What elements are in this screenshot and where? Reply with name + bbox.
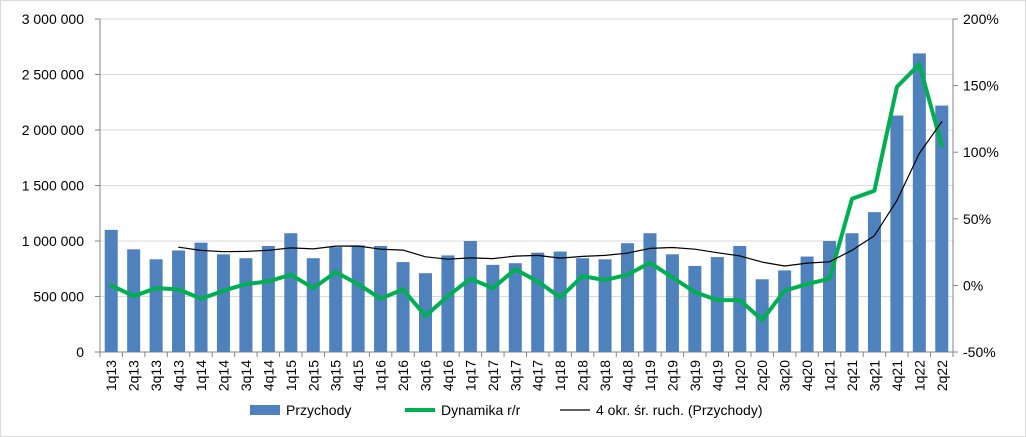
bar-przychody [351,245,365,352]
bar-przychody [553,251,567,352]
x-tick-label: 2q22 [934,360,950,391]
bar-przychody [643,233,657,352]
bar-przychody [576,258,590,352]
bar-przychody [867,212,881,352]
x-tick-label: 1q13 [103,360,119,391]
y-left-tick-label: 2 500 000 [22,67,84,83]
x-tick-label: 2q19 [664,360,680,391]
x-tick-label: 1q16 [373,360,389,391]
bar-przychody [621,243,635,352]
x-tick-label: 1q22 [911,360,927,391]
bar-series [104,53,949,352]
x-tick-label: 2q15 [305,360,321,391]
bar-przychody [441,255,455,352]
bar-przychody [531,252,545,352]
x-tick-label: 2q14 [215,360,231,391]
bar-przychody [710,257,724,352]
y-right-tick-label: -50% [963,344,996,360]
x-tick-label: 1q15 [283,360,299,391]
bar-przychody [306,258,320,352]
bar-przychody [912,53,926,352]
x-tick-label: 2q16 [395,360,411,391]
line-series [109,62,944,322]
x-tick-label: 2q20 [754,360,770,391]
x-tick-label: 4q16 [440,360,456,391]
y-left-tick-label: 1 000 000 [22,233,84,249]
y-left-tick-label: 3 000 000 [22,11,84,27]
y-right-tick-label: 50% [963,211,991,227]
x-tick-label: 4q18 [620,360,636,391]
bar-przychody [396,262,410,352]
bar-przychody [149,259,163,352]
bar-przychody [329,247,343,352]
legend-label: 4 okr. śr. ruch. (Przychody) [596,402,763,418]
x-tick-label: 1q14 [193,360,209,391]
bar-przychody [127,249,141,352]
x-tick-label: 3q13 [148,360,164,391]
x-tick-label: 1q21 [822,360,838,391]
bar-przychody [935,105,949,352]
x-tick-label: 3q17 [507,360,523,391]
x-tick-label: 3q15 [328,360,344,391]
bar-przychody [688,265,702,352]
bar-przychody [508,263,522,352]
legend-label: Dynamika r/r [441,402,521,418]
x-tick-label: 1q20 [732,360,748,391]
x-tick-label: 4q20 [799,360,815,391]
x-tick-label: 2q18 [575,360,591,391]
y-axis-left: 0 500 000 1 000 000 1 500 000 2 000 000 2 500… [22,11,85,360]
x-tick-label: 4q13 [171,360,187,391]
x-tick-label: 3q21 [866,360,882,391]
x-tick-label: 1q18 [552,360,568,391]
bar-przychody [418,273,432,352]
bar-przychody [778,270,792,352]
bar-przychody [104,229,118,352]
bar-przychody [800,256,814,352]
y-left-tick-label: 0 [76,344,84,360]
legend-swatch-przychody [250,405,280,415]
y-right-tick-label: 150% [963,78,999,94]
x-tick-label: 1q19 [642,360,658,391]
y-right-tick-label: 200% [963,11,999,27]
bar-przychody [463,241,477,352]
bar-przychody [284,233,298,352]
bar-przychody [239,258,253,352]
line-moving-average [178,121,943,267]
x-tick-label: 4q19 [709,360,725,391]
bar-przychody [665,254,679,352]
x-tick-label: 3q14 [238,360,254,391]
bar-przychody [598,259,612,352]
bar-przychody [890,115,904,352]
bar-przychody [216,254,230,352]
x-tick-label: 2q21 [844,360,860,391]
x-tick-label: 3q16 [417,360,433,391]
bar-przychody [486,264,500,352]
y-left-tick-label: 2 000 000 [22,122,84,138]
x-tick-label: 4q15 [350,360,366,391]
x-tick-label: 3q20 [777,360,793,391]
y-left-tick-label: 1 500 000 [22,178,84,194]
x-tick-label: 2q17 [485,360,501,391]
y-left-tick-label: 500 000 [33,289,84,305]
x-tick-label: 2q13 [126,360,142,391]
legend: Przychody Dynamika r/r 4 okr. śr. ruch. (P… [250,402,763,418]
x-tick-label: 4q14 [260,360,276,391]
legend-label: Przychody [286,402,351,418]
x-tick-label: 1q17 [462,360,478,391]
y-right-tick-label: 100% [963,144,999,160]
y-right-tick-label: 0% [963,277,983,293]
x-axis: 1q13 2q13 3q13 4q13 1q14 2q14 3q14 4q14 1q15 2q15… [103,360,950,391]
bar-przychody [172,250,186,352]
x-tick-label: 4q21 [889,360,905,391]
bar-przychody [261,245,275,352]
bar-przychody [845,233,859,352]
bar-przychody [755,279,769,352]
x-tick-label: 3q19 [687,360,703,391]
line-dynamika [109,62,944,322]
x-tick-label: 3q18 [597,360,613,391]
x-tick-label: 4q17 [530,360,546,391]
y-axis-right: -50% 0% 50% 100% 150% 200% [963,11,999,360]
